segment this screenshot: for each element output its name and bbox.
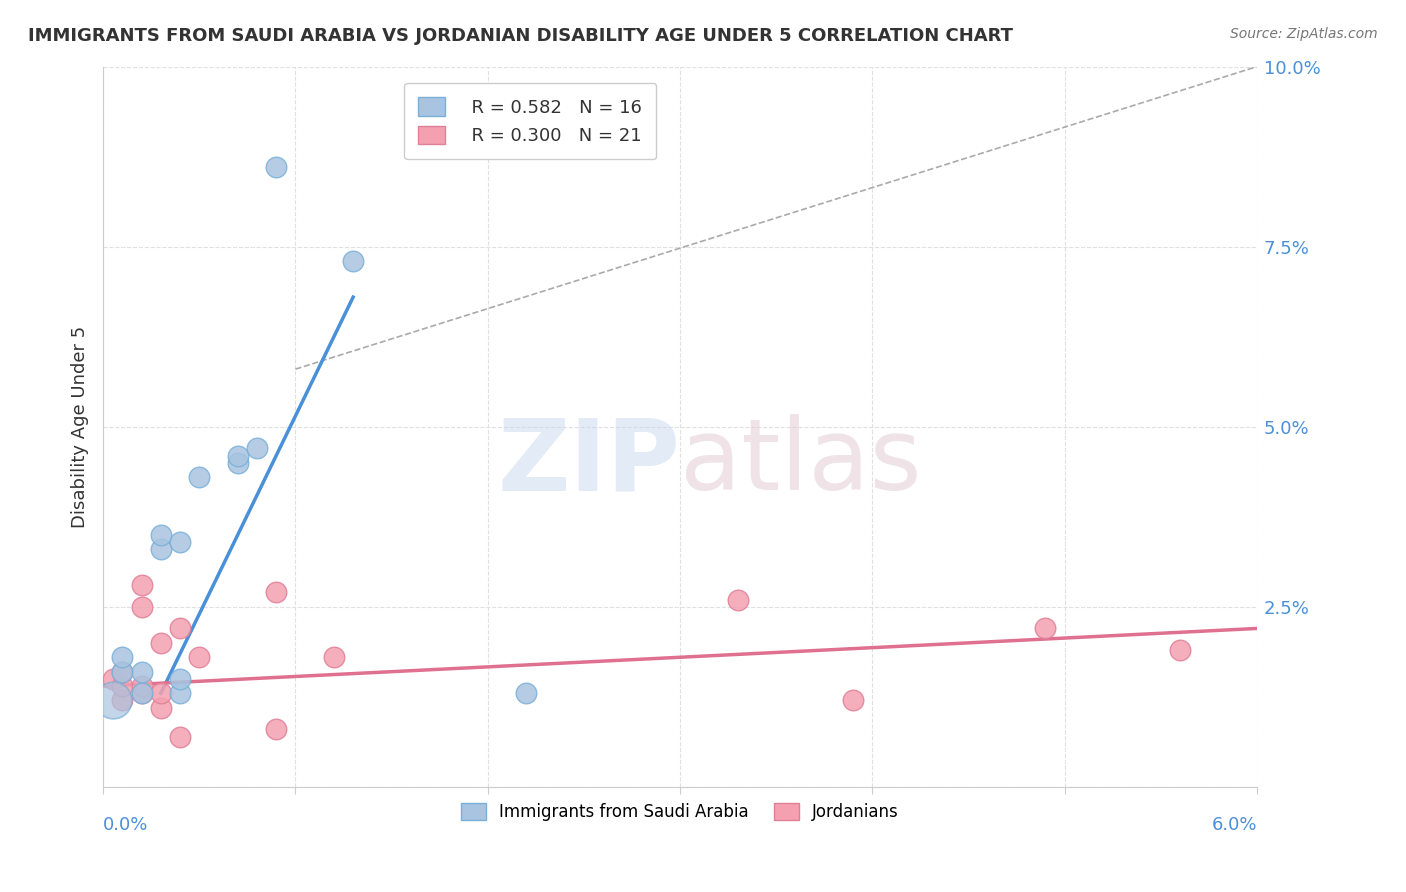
Point — [111, 679, 134, 693]
Point — [515, 686, 537, 700]
Point — [131, 679, 153, 693]
Point — [169, 672, 191, 686]
Text: ZIP: ZIP — [498, 414, 681, 511]
Point — [169, 622, 191, 636]
Point — [149, 636, 172, 650]
Point — [101, 672, 124, 686]
Point — [131, 686, 153, 700]
Point — [101, 693, 124, 707]
Point — [131, 686, 153, 700]
Text: IMMIGRANTS FROM SAUDI ARABIA VS JORDANIAN DISABILITY AGE UNDER 5 CORRELATION CHA: IMMIGRANTS FROM SAUDI ARABIA VS JORDANIA… — [28, 27, 1014, 45]
Point — [111, 650, 134, 665]
Text: Source: ZipAtlas.com: Source: ZipAtlas.com — [1230, 27, 1378, 41]
Point — [727, 592, 749, 607]
Point — [149, 528, 172, 542]
Point — [149, 686, 172, 700]
Point — [226, 456, 249, 470]
Point — [188, 650, 211, 665]
Point — [842, 693, 865, 707]
Point — [111, 665, 134, 679]
Point — [149, 700, 172, 714]
Point — [1168, 643, 1191, 657]
Point — [131, 578, 153, 592]
Point — [169, 730, 191, 744]
Point — [169, 686, 191, 700]
Point — [264, 161, 287, 175]
Point — [322, 650, 344, 665]
Point — [131, 665, 153, 679]
Text: atlas: atlas — [681, 414, 922, 511]
Point — [264, 723, 287, 737]
Legend: Immigrants from Saudi Arabia, Jordanians: Immigrants from Saudi Arabia, Jordanians — [453, 794, 907, 829]
Point — [131, 599, 153, 614]
Point — [264, 585, 287, 599]
Point — [342, 254, 364, 268]
Point — [226, 449, 249, 463]
Y-axis label: Disability Age Under 5: Disability Age Under 5 — [72, 326, 89, 528]
Point — [188, 470, 211, 484]
Text: 0.0%: 0.0% — [103, 816, 149, 834]
Point — [169, 535, 191, 549]
Point — [111, 665, 134, 679]
Point — [246, 442, 269, 456]
Point — [111, 693, 134, 707]
Point — [149, 542, 172, 557]
Point — [1035, 622, 1057, 636]
Text: 6.0%: 6.0% — [1212, 816, 1257, 834]
